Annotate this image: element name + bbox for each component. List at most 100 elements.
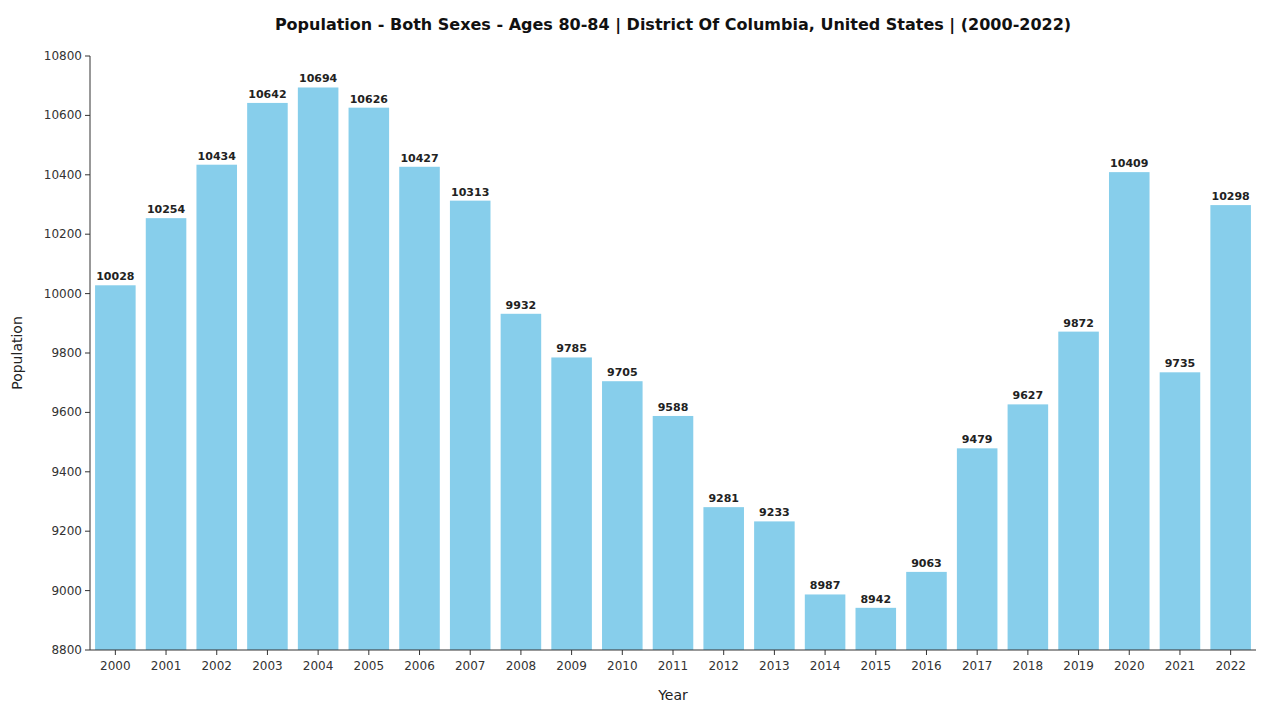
- y-tick: [85, 531, 90, 532]
- x-tick: [216, 650, 217, 655]
- x-tick-label: 2015: [861, 659, 892, 673]
- y-tick: [85, 174, 90, 175]
- chart: 1002810254104341064210694106261042710313…: [0, 0, 1280, 720]
- bar: [450, 201, 491, 650]
- y-tick-label: 8800: [51, 643, 82, 657]
- data-label: 10313: [451, 186, 489, 199]
- bar: [298, 87, 339, 650]
- bar: [501, 314, 542, 650]
- x-tick: [166, 650, 167, 655]
- y-tick: [85, 471, 90, 472]
- bar: [1160, 372, 1201, 650]
- bar: [399, 167, 440, 650]
- x-tick-label: 2009: [556, 659, 587, 673]
- x-tick-label: 2001: [151, 659, 182, 673]
- axes: 8800900092009400960098001000010200104001…: [44, 49, 1256, 673]
- x-tick-label: 2018: [1013, 659, 1044, 673]
- data-label: 9785: [556, 342, 587, 355]
- x-tick: [470, 650, 471, 655]
- x-tick-label: 2019: [1063, 659, 1094, 673]
- data-label: 9932: [506, 299, 537, 312]
- x-tick-label: 2017: [962, 659, 993, 673]
- y-tick: [85, 412, 90, 413]
- y-axis-label: Population: [9, 316, 25, 390]
- bar: [146, 218, 187, 650]
- x-tick: [673, 650, 674, 655]
- x-tick: [825, 650, 826, 655]
- bar: [602, 381, 643, 650]
- data-label: 10427: [400, 152, 438, 165]
- data-label: 9735: [1165, 357, 1196, 370]
- bar: [653, 416, 694, 650]
- bar: [551, 357, 592, 650]
- x-tick-label: 2012: [708, 659, 739, 673]
- data-label: 9233: [759, 506, 790, 519]
- x-tick: [267, 650, 268, 655]
- y-tick-label: 10200: [44, 227, 82, 241]
- x-tick-label: 2008: [506, 659, 537, 673]
- x-tick-label: 2021: [1165, 659, 1196, 673]
- x-tick: [926, 650, 927, 655]
- y-tick: [85, 293, 90, 294]
- x-tick-label: 2010: [607, 659, 638, 673]
- data-label: 10642: [248, 88, 286, 101]
- x-tick-label: 2007: [455, 659, 486, 673]
- x-tick: [1230, 650, 1231, 655]
- bar: [1008, 404, 1049, 650]
- x-tick: [520, 650, 521, 655]
- x-tick-label: 2004: [303, 659, 334, 673]
- y-tick-label: 10000: [44, 287, 82, 301]
- x-tick-label: 2003: [252, 659, 283, 673]
- x-tick: [1129, 650, 1130, 655]
- data-label: 10434: [198, 150, 237, 163]
- x-tick-label: 2013: [759, 659, 790, 673]
- y-tick: [85, 234, 90, 235]
- bar: [856, 608, 897, 650]
- data-label: 9627: [1013, 389, 1044, 402]
- x-tick: [419, 650, 420, 655]
- x-tick: [571, 650, 572, 655]
- data-label: 9063: [911, 557, 942, 570]
- bar: [349, 108, 390, 650]
- bar: [247, 103, 288, 650]
- data-label: 10028: [96, 270, 134, 283]
- data-label: 9872: [1063, 317, 1094, 330]
- bar: [754, 521, 795, 650]
- y-tick: [85, 56, 90, 57]
- x-tick: [318, 650, 319, 655]
- x-tick: [115, 650, 116, 655]
- x-tick: [774, 650, 775, 655]
- data-label: 9479: [962, 433, 993, 446]
- data-label: 9588: [658, 401, 689, 414]
- bar: [95, 285, 136, 650]
- y-tick-label: 9800: [51, 346, 82, 360]
- y-tick: [85, 650, 90, 651]
- x-tick-label: 2005: [354, 659, 385, 673]
- x-tick: [1179, 650, 1180, 655]
- y-tick: [85, 590, 90, 591]
- data-label: 10298: [1212, 190, 1250, 203]
- bar: [906, 572, 947, 650]
- x-axis-label: Year: [657, 687, 688, 703]
- x-tick-label: 2006: [404, 659, 435, 673]
- y-tick-label: 9200: [51, 524, 82, 538]
- bar: [1058, 332, 1099, 650]
- x-tick-label: 2011: [658, 659, 689, 673]
- x-tick: [622, 650, 623, 655]
- y-tick-label: 10600: [44, 108, 82, 122]
- data-label: 9705: [607, 366, 638, 379]
- x-tick-label: 2016: [911, 659, 942, 673]
- data-label: 10694: [299, 72, 338, 85]
- y-tick-label: 9000: [51, 584, 82, 598]
- y-tick-label: 10400: [44, 168, 82, 182]
- y-tick: [85, 115, 90, 116]
- title: Population - Both Sexes - Ages 80-84 | D…: [275, 15, 1071, 35]
- x-tick-label: 2002: [201, 659, 232, 673]
- data-label: 10409: [1110, 157, 1148, 170]
- x-tick: [875, 650, 876, 655]
- x-tick: [723, 650, 724, 655]
- data-labels: 1002810254104341064210694106261042710313…: [96, 72, 1250, 605]
- x-tick-label: 2014: [810, 659, 841, 673]
- x-tick-label: 2022: [1215, 659, 1246, 673]
- data-label: 10626: [350, 93, 389, 106]
